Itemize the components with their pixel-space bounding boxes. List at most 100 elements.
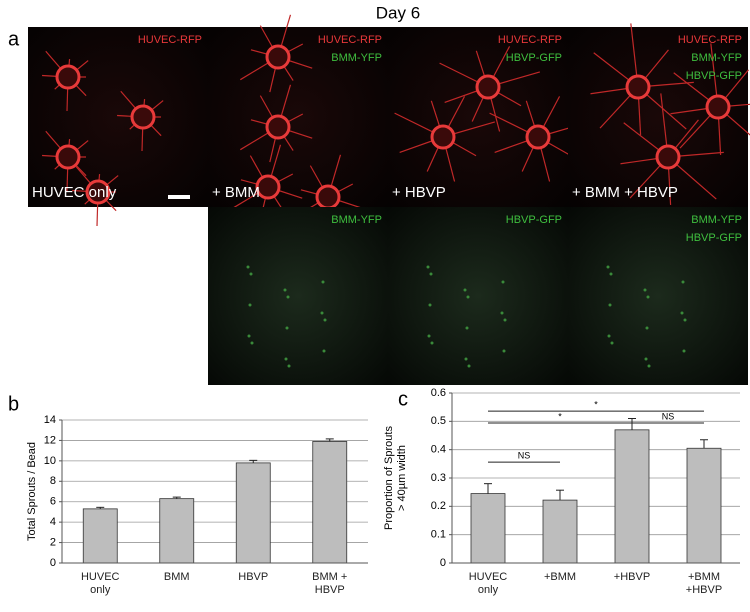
bead [625,74,651,100]
cell [681,280,685,284]
cell [644,357,648,361]
cell [503,318,507,322]
channel-label: HUVEC-RFP [318,34,382,46]
bead [255,174,281,200]
bead [265,44,291,70]
cell [606,265,610,269]
significance-label: * [558,411,562,421]
cell [610,341,614,345]
channel-label: HBVP-GFP [506,52,562,64]
y-axis-title: Proportion of Sprouts [383,426,395,530]
y-tick-label: 0.3 [431,472,446,484]
cell [463,288,467,292]
panel-label: b [8,393,19,415]
cell [646,295,650,299]
cell [428,303,432,307]
y-tick-label: 14 [44,414,56,426]
y-tick-label: 0 [50,557,56,569]
channel-label: HUVEC-RFP [678,34,742,46]
y-tick-label: 8 [50,475,56,487]
cell [430,341,434,345]
image-caption: + HBVP [392,184,446,201]
cat: HUVEC only [468,571,508,596]
cell [250,341,254,345]
y-tick-label: 10 [44,455,56,467]
bar [82,508,118,564]
channel-label: HUVEC-RFP [138,34,202,46]
cat: +BMM +HBVP [685,571,723,596]
y-tick-label: 0.2 [431,500,446,512]
bead [265,114,291,140]
cat: +HBVP [613,571,651,583]
bar [235,462,271,564]
bead [705,94,731,120]
cat: BMM + HBVP [312,571,348,596]
figure-title: Day 6 [376,3,420,22]
cell [247,334,251,338]
y-tick-label: 0 [440,557,446,569]
y-tick-label: 0.5 [431,415,446,427]
cell [249,272,253,276]
micrograph [388,207,568,385]
y-tick-label: 0.6 [431,387,446,399]
significance-label: NS [662,411,675,421]
cell [643,288,647,292]
cell [285,326,289,330]
micrographs [28,14,750,385]
y-tick-label: 0.1 [431,529,446,541]
cell [286,295,290,299]
bead [525,124,551,150]
image-caption: + BMM [212,184,260,201]
y-tick-label: 2 [50,536,56,548]
bar [159,498,195,564]
cell [683,318,687,322]
bar [470,493,506,564]
cat: HUVEC only [80,571,120,596]
cell [429,272,433,276]
cell [427,334,431,338]
bead [130,104,156,130]
cell [321,280,325,284]
y-axis-title: Total Sprouts / Bead [26,442,38,541]
y-tick-label: 0.4 [431,444,446,456]
channel-label: BMM-YFP [691,214,742,226]
bar [614,429,650,564]
bead [655,144,681,170]
micrograph [28,27,208,207]
image-caption: HUVEC only [32,184,117,201]
image-caption: + BMM + HBVP [572,184,678,201]
channel-label: HBVP-GFP [506,214,562,226]
cell [287,364,291,368]
scale-bar [168,195,190,199]
y-tick-label: 4 [50,516,56,528]
cell [320,311,324,315]
channel-label: HBVP-GFP [686,232,742,244]
cat: BMM [163,571,190,583]
panel-label: c [398,388,408,410]
cell [466,295,470,299]
cell [467,364,471,368]
significance-label: * [594,400,598,410]
cell [501,280,505,284]
cell [682,349,686,353]
y-axis-title: > 40µm width [396,445,408,511]
cell [502,349,506,353]
channel-label: BMM-YFP [331,214,382,226]
cell [248,303,252,307]
cat: +BMM [543,571,577,583]
bead [430,124,456,150]
y-tick-label: 6 [50,496,56,508]
bar [686,447,722,564]
cell [608,303,612,307]
cell [284,357,288,361]
cell [283,288,287,292]
cell [609,272,613,276]
cell [647,364,651,368]
cat: HBVP [238,571,269,583]
bead [315,184,341,210]
cell [680,311,684,315]
cell [323,318,327,322]
panel-label: a [8,28,20,50]
